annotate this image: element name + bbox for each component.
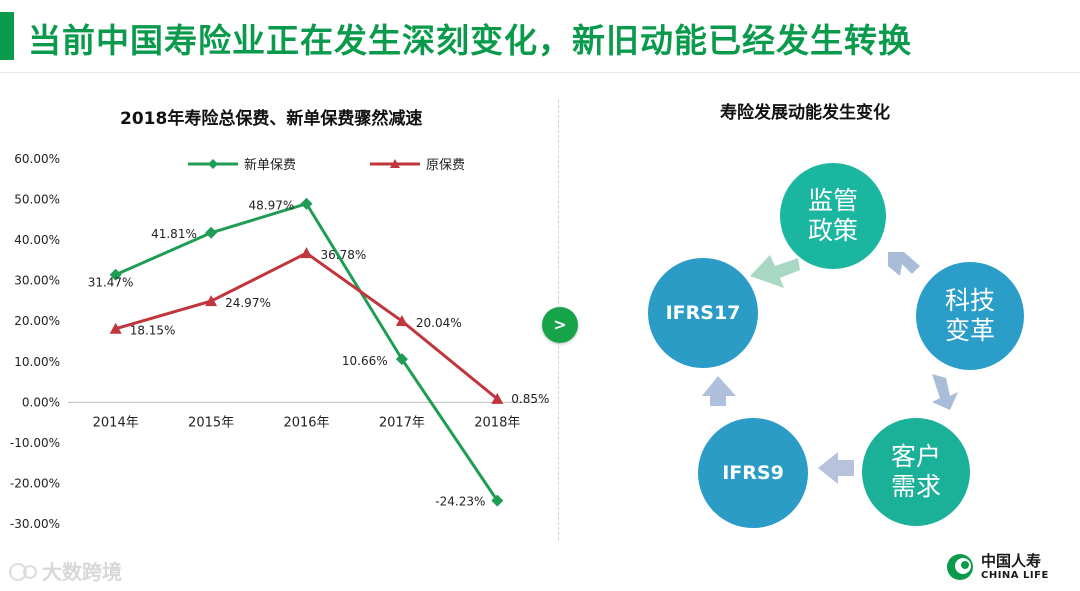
- x-tick-label: 2015年: [188, 415, 234, 430]
- data-point-diamond: [395, 353, 408, 366]
- data-label: 41.81%: [151, 227, 197, 241]
- page-title: 当前中国寿险业正在发生深刻变化，新旧动能已经发生转换: [28, 21, 912, 60]
- brand-name-en: CHINA LIFE: [981, 570, 1049, 581]
- data-point-diamond: [109, 268, 122, 281]
- data-point-triangle: [205, 295, 218, 307]
- brand-logo: 中国人寿 CHINA LIFE: [945, 552, 1049, 582]
- x-tick-label: 2016年: [283, 415, 329, 430]
- premium-chart-panel: 2018年寿险总保费、新单保费骤然减速 60.00% 50.00% 40.00% 30…: [0, 80, 560, 550]
- node-ifrs17: IFRS17: [648, 258, 758, 368]
- node-policy-label: 监管政策: [807, 186, 858, 245]
- y-tick-label: -10.00%: [10, 436, 60, 450]
- data-label: 36.78%: [321, 248, 367, 262]
- watermark-text: 大数跨境: [42, 560, 122, 584]
- legend-label: 新单保费: [244, 157, 296, 173]
- y-tick-label: -30.00%: [10, 517, 60, 531]
- watermark: 大数跨境: [8, 556, 122, 585]
- y-tick-label: 20.00%: [14, 314, 60, 328]
- data-point-triangle: [491, 392, 504, 404]
- node-policy: 监管政策: [780, 163, 886, 269]
- node-tech: 科技变革: [916, 262, 1024, 370]
- arrow-tech-to-customer-icon: [932, 374, 958, 410]
- brand-name-cn: 中国人寿: [981, 552, 1042, 570]
- data-label: -24.23%: [435, 495, 485, 509]
- chart-title: 2018年寿险总保费、新单保费骤然减速: [120, 109, 423, 129]
- data-label: 10.66%: [342, 354, 388, 368]
- y-tick-label: -20.00%: [10, 476, 60, 490]
- arrow-ifrs9-to-ifrs17-icon: [702, 376, 736, 406]
- legend-marker: [208, 159, 218, 169]
- data-point-triangle: [395, 315, 408, 327]
- arrow-customer-to-ifrs9-icon: [818, 452, 854, 484]
- x-tick-label: 2018年: [474, 415, 520, 430]
- data-label: 20.04%: [416, 316, 462, 330]
- data-label: 48.97%: [249, 199, 295, 213]
- watermark-logo-icon: [9, 562, 37, 581]
- x-tick-label: 2014年: [93, 415, 139, 430]
- data-point-triangle: [109, 322, 122, 334]
- header-divider: [0, 72, 1080, 73]
- data-point-diamond: [300, 197, 313, 210]
- legend-marker: [390, 159, 400, 168]
- data-point-triangle: [300, 247, 313, 259]
- data-label: 31.47%: [88, 276, 134, 290]
- arrow-ifrs17-to-policy-icon: [750, 255, 800, 288]
- node-ifrs9-label: IFRS9: [722, 462, 784, 484]
- y-tick-label: 0.00%: [22, 395, 60, 409]
- data-label: 18.15%: [130, 324, 176, 338]
- y-tick-label: 30.00%: [14, 274, 60, 288]
- china-life-logo-icon: [947, 554, 973, 580]
- x-tick-label: 2017年: [379, 415, 425, 430]
- title-accent-bar: [0, 12, 14, 60]
- next-arrow-icon[interactable]: >: [542, 307, 578, 343]
- node-ifrs9: IFRS9: [698, 418, 808, 528]
- y-tick-label: 10.00%: [14, 355, 60, 369]
- node-customer-label: 客户需求: [890, 442, 941, 501]
- premium-line-chart: 60.00% 50.00% 40.00% 30.00% 20.00% 10.00% 0.00…: [10, 152, 550, 531]
- data-point-diamond: [205, 226, 218, 239]
- node-customer: 客户需求: [862, 418, 970, 526]
- cycle-title: 寿险发展动能发生变化: [720, 103, 890, 123]
- node-tech-label: 科技变革: [944, 286, 995, 345]
- node-ifrs17-label: IFRS17: [665, 302, 741, 324]
- cycle-arrows: [702, 252, 958, 484]
- y-tick-label: 50.00%: [14, 193, 60, 207]
- arrow-policy-to-tech-icon: [888, 252, 920, 276]
- data-label: 24.97%: [225, 296, 271, 310]
- legend-label: 原保费: [426, 158, 465, 173]
- y-tick-label: 60.00%: [14, 152, 60, 166]
- data-label: 0.85%: [511, 392, 549, 406]
- y-tick-label: 40.00%: [14, 233, 60, 247]
- data-point-diamond: [491, 494, 504, 507]
